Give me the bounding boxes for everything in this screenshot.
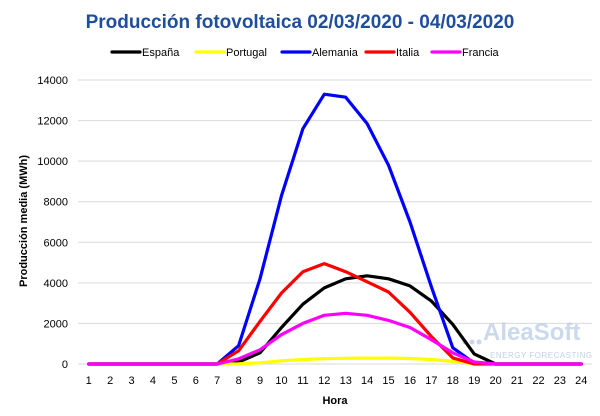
x-tick-label: 16 (404, 375, 416, 387)
x-tick-label: 18 (447, 375, 459, 387)
x-tick-label: 7 (214, 375, 220, 387)
x-axis-ticks: 1 2 3 4 5 6 7 8 9 10 11 12 13 14 15 16 17 18 19 20 21 22 23 24 (86, 375, 588, 387)
series-lines (87, 92, 583, 366)
x-tick-label: 15 (382, 375, 394, 387)
legend-label: Francia (462, 47, 500, 59)
x-tick-label: 1 (86, 375, 92, 387)
x-tick-label: 14 (361, 375, 373, 387)
watermark-logo-dot (469, 339, 475, 345)
legend-label: Portugal (226, 47, 267, 59)
legend-label: Italia (396, 47, 420, 59)
x-tick-label: 20 (490, 375, 502, 387)
y-tick-label: 10000 (37, 156, 68, 168)
y-tick-label: 8000 (44, 197, 68, 209)
x-tick-label: 4 (150, 375, 156, 387)
x-tick-label: 17 (425, 375, 437, 387)
aleasoft-watermark: AleaSoft ENERGY FORECASTING (462, 319, 593, 360)
x-tick-label: 6 (193, 375, 199, 387)
series-line-francia (87, 311, 583, 366)
x-tick-label: 24 (575, 375, 587, 387)
x-tick-label: 5 (171, 375, 177, 387)
legend-label: Alemania (312, 47, 359, 59)
x-tick-label: 10 (275, 375, 287, 387)
y-axis-ticks: 0 2000 4000 6000 8000 10000 12000 14000 (37, 75, 68, 371)
x-tick-label: 8 (236, 375, 242, 387)
y-tick-label: 12000 (37, 116, 68, 128)
x-tick-label: 9 (257, 375, 263, 387)
y-tick-label: 4000 (44, 278, 68, 290)
y-tick-label: 0 (62, 359, 68, 371)
y-tick-label: 6000 (44, 237, 68, 249)
x-tick-label: 12 (318, 375, 330, 387)
watermark-tagline: ENERGY FORECASTING (490, 351, 593, 360)
x-tick-label: 23 (554, 375, 566, 387)
y-axis-title: Producción media (MWh) (18, 155, 30, 287)
x-tick-label: 2 (107, 375, 113, 387)
watermark-logo-dot (476, 339, 482, 345)
y-tick-label: 2000 (44, 318, 68, 330)
x-tick-label: 11 (297, 375, 308, 387)
x-tick-label: 22 (532, 375, 544, 387)
x-tick-label: 21 (511, 375, 523, 387)
chart-title: Producción fotovoltaica 02/03/2020 - 04/… (86, 12, 515, 33)
x-tick-label: 3 (128, 375, 134, 387)
watermark-brand: AleaSoft (483, 319, 580, 346)
legend-label: España (142, 47, 180, 59)
legend: España Portugal Alemania Italia Francia (110, 47, 500, 59)
y-tick-label: 14000 (37, 75, 68, 87)
x-tick-label: 19 (468, 375, 480, 387)
x-axis-title: Hora (322, 395, 348, 407)
x-tick-label: 13 (340, 375, 352, 387)
